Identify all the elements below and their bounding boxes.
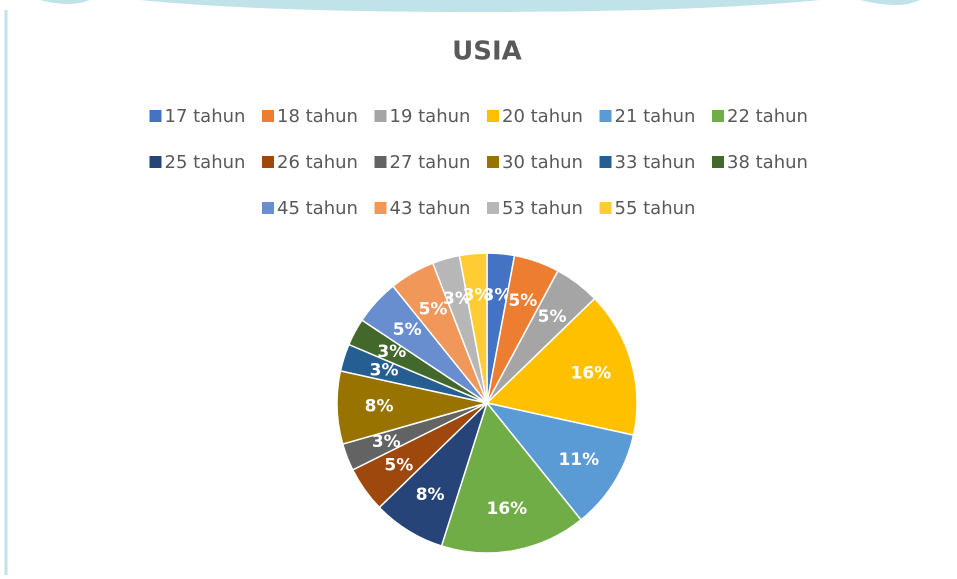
- data-label: 5%: [538, 307, 567, 327]
- data-label: 16%: [571, 363, 612, 383]
- chart-title: USIA: [452, 37, 522, 67]
- data-label: 8%: [365, 396, 394, 416]
- legend-swatch: [262, 110, 274, 122]
- legend-label: 27 tahun: [390, 152, 471, 173]
- legend-swatch: [599, 110, 612, 122]
- data-label: 5%: [393, 320, 422, 340]
- legend-label: 17 tahun: [165, 106, 246, 127]
- legend-swatch: [374, 156, 387, 168]
- legend-label: 19 tahun: [390, 106, 471, 127]
- legend-swatch: [149, 156, 162, 168]
- legend-label: 22 tahun: [727, 106, 808, 127]
- data-label: 3%: [377, 342, 406, 362]
- legend-label: 30 tahun: [502, 152, 583, 173]
- legend-label: 53 tahun: [502, 198, 583, 219]
- decoration: [40, 0, 920, 12]
- legend-swatch: [149, 110, 162, 122]
- legend-label: 20 tahun: [502, 106, 583, 127]
- legend-label: 55 tahun: [615, 198, 696, 219]
- legend-label: 38 tahun: [727, 152, 808, 173]
- legend-label: 43 tahun: [390, 198, 471, 219]
- legend-swatch: [487, 202, 499, 214]
- data-label: 3%: [372, 432, 401, 452]
- data-label: 5%: [508, 291, 537, 311]
- data-label: 3%: [483, 285, 512, 305]
- pie-slice: [458, 252, 488, 404]
- data-label: 3%: [463, 285, 492, 305]
- data-label: 3%: [443, 289, 472, 309]
- legend-swatch: [487, 156, 499, 168]
- pie-slice: [440, 401, 583, 554]
- legend-swatch: [599, 156, 612, 168]
- legend-label: 21 tahun: [615, 106, 696, 127]
- pie-slice: [485, 297, 638, 436]
- legend-label: 26 tahun: [277, 152, 358, 173]
- data-label: 16%: [486, 499, 527, 519]
- pie-slice: [485, 401, 635, 521]
- legend-label: 45 tahun: [277, 198, 358, 219]
- data-label: 5%: [384, 455, 413, 475]
- data-label: 8%: [416, 485, 445, 505]
- legend-swatch: [374, 110, 387, 122]
- legend-swatch: [262, 202, 274, 214]
- legend-swatch: [712, 156, 724, 168]
- legend-label: 18 tahun: [277, 106, 358, 127]
- legend-swatch: [374, 202, 387, 214]
- legend-swatch: [712, 110, 724, 122]
- legend-swatch: [487, 110, 499, 122]
- data-label: 5%: [419, 299, 448, 319]
- data-label: 11%: [558, 450, 599, 470]
- legend-swatch: [599, 202, 612, 214]
- legend-swatch: [262, 156, 274, 168]
- legend-label: 33 tahun: [615, 152, 696, 173]
- data-label: 3%: [370, 360, 399, 380]
- legend-label: 25 tahun: [165, 152, 246, 173]
